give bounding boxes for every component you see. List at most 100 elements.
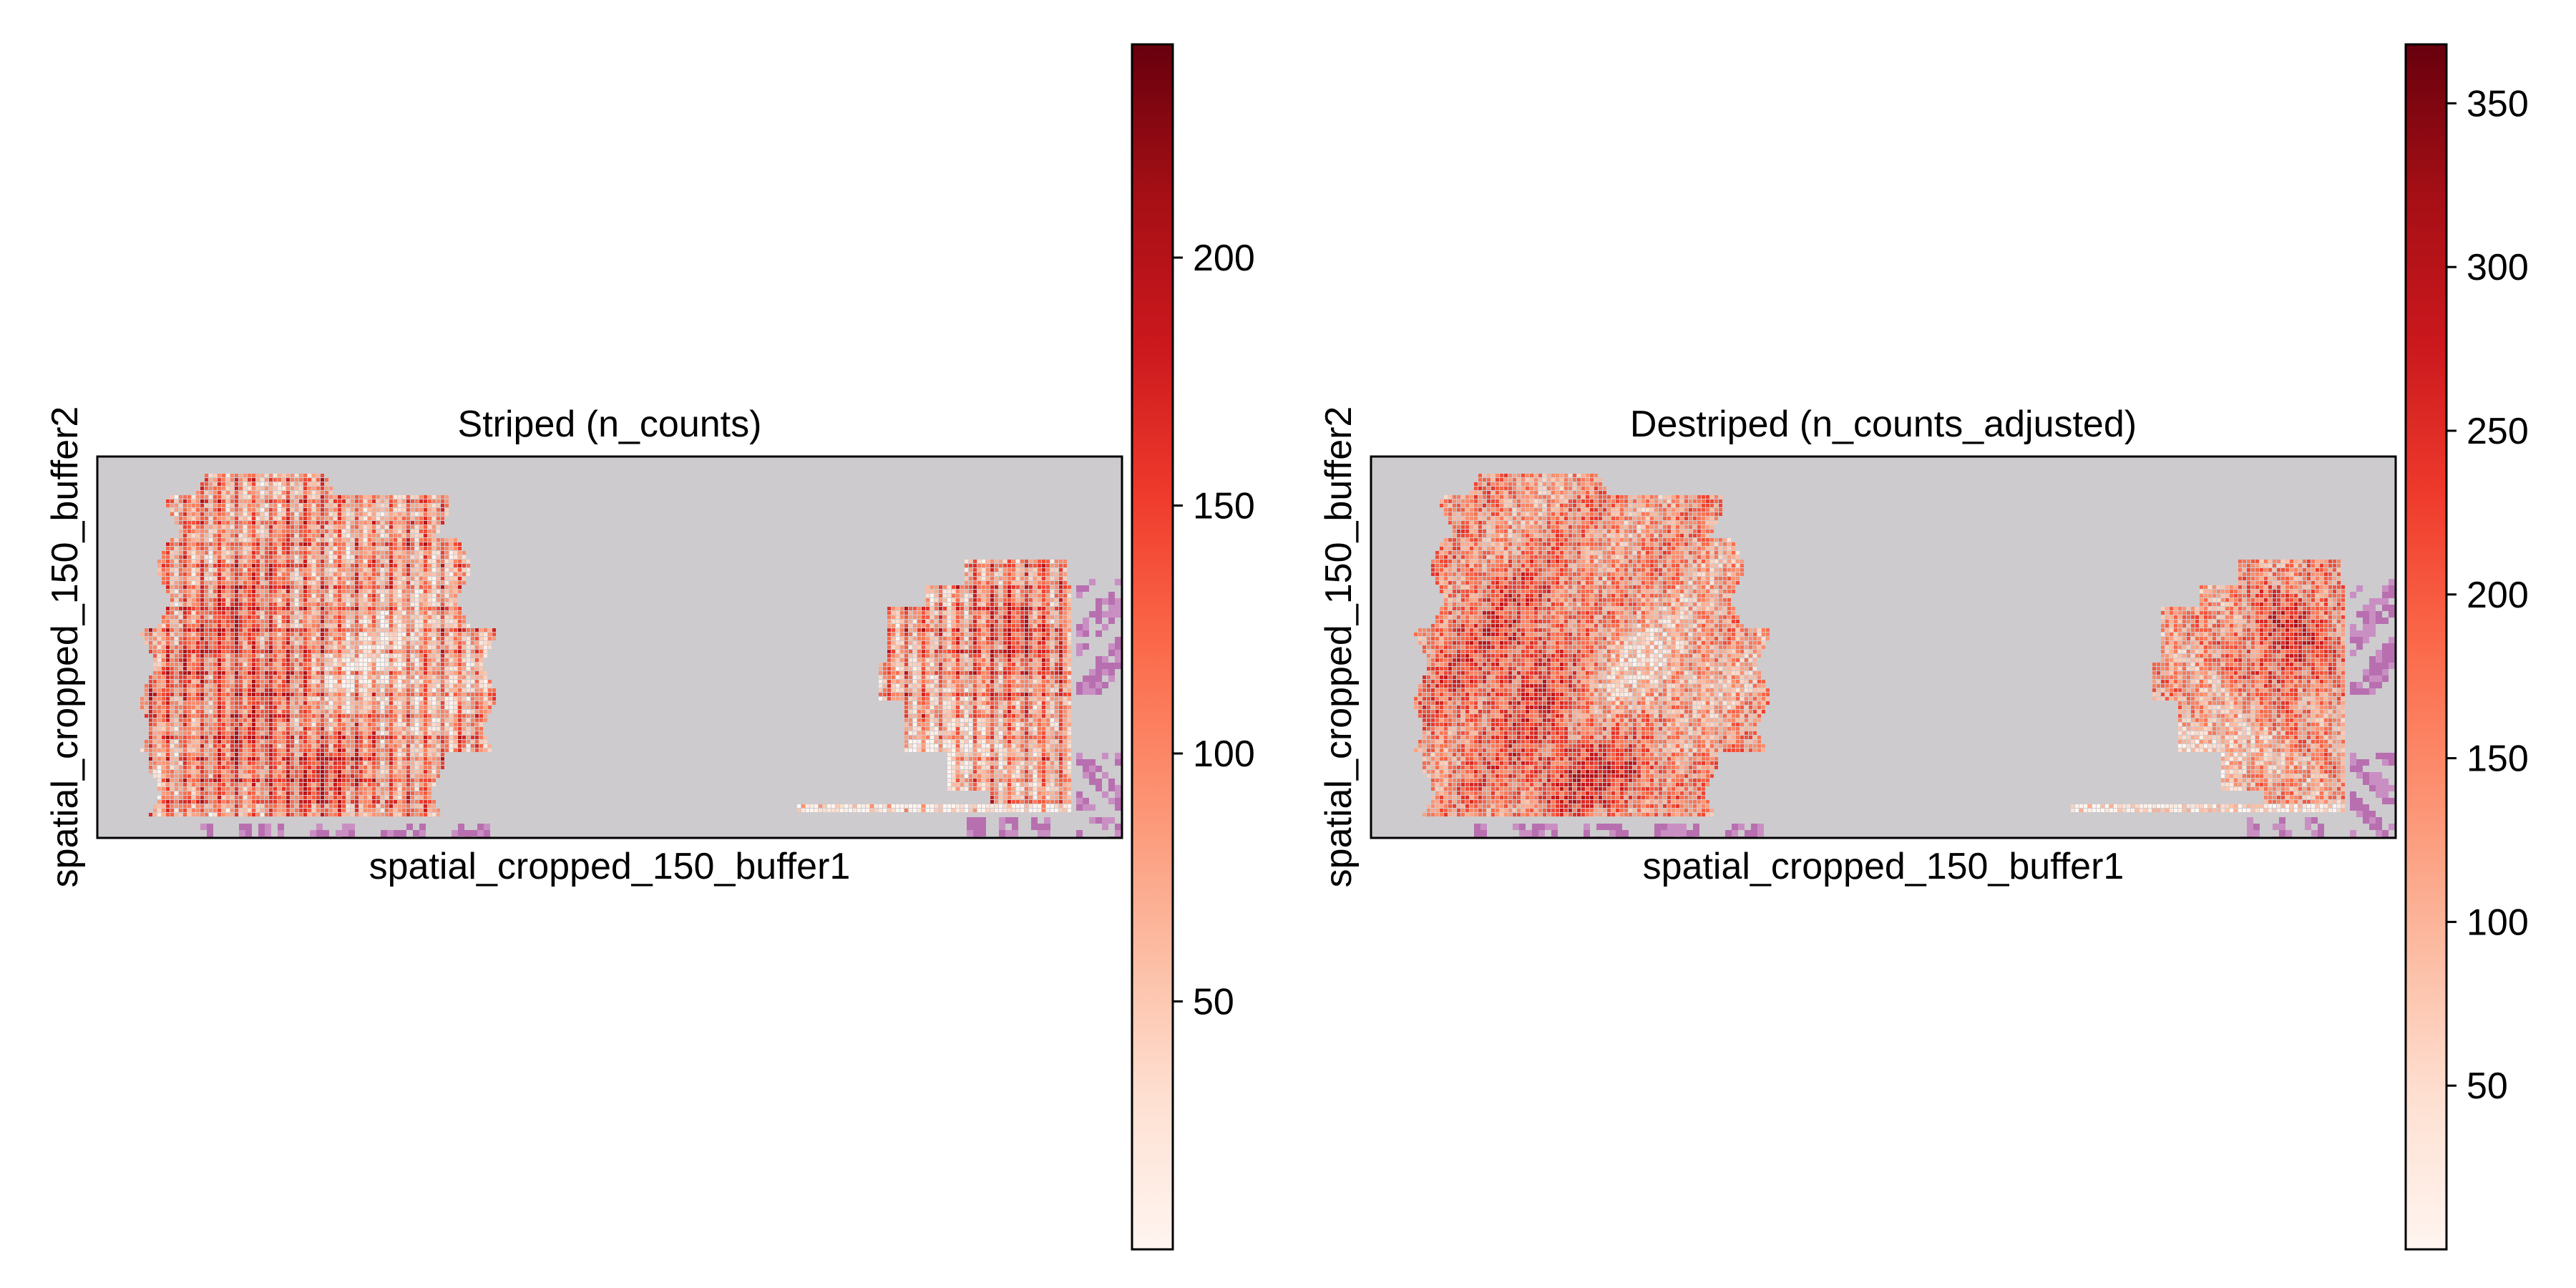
spot [892, 620, 895, 623]
spot [1020, 594, 1024, 597]
spot [913, 641, 917, 645]
spot [329, 542, 333, 546]
spot [291, 581, 294, 585]
spot [183, 628, 187, 632]
he-stain-patch [1096, 605, 1102, 611]
spot [436, 521, 440, 525]
spot [1055, 611, 1058, 615]
spot [1050, 684, 1054, 688]
spot [471, 663, 474, 666]
spot [226, 693, 230, 696]
spot [359, 675, 363, 679]
spot [239, 684, 243, 688]
spot [900, 637, 904, 640]
spot [896, 633, 899, 636]
spot [1050, 594, 1054, 597]
spot [1020, 688, 1024, 692]
spot [411, 654, 414, 658]
spot [153, 688, 157, 692]
spot [419, 572, 423, 576]
spot [218, 607, 221, 610]
spot [265, 693, 268, 696]
spot [243, 478, 247, 482]
spot [252, 538, 255, 542]
he-stain-patch [1076, 804, 1083, 811]
spot [428, 667, 431, 670]
spot [419, 633, 423, 636]
spot [308, 667, 311, 670]
spot [149, 688, 152, 692]
spot [445, 624, 449, 628]
spot [183, 594, 187, 597]
spot [1003, 560, 1007, 563]
spot [394, 598, 397, 602]
spot [321, 663, 324, 666]
spot [402, 495, 406, 499]
spot [385, 572, 389, 576]
spot [286, 547, 290, 550]
spot [342, 594, 346, 597]
spot [209, 478, 213, 482]
spot [424, 615, 427, 619]
spot [965, 560, 968, 563]
spot [956, 637, 960, 640]
spot [282, 671, 286, 675]
spot [346, 534, 350, 537]
spot [424, 551, 427, 555]
spot [1033, 572, 1037, 576]
spot [329, 650, 333, 653]
spot [917, 645, 921, 649]
spot [999, 633, 1002, 636]
spot [355, 555, 358, 559]
spot [282, 590, 286, 593]
spot [441, 572, 444, 576]
spot [376, 693, 380, 696]
spot [381, 572, 384, 576]
spot [338, 504, 341, 507]
spot [1008, 624, 1011, 628]
spot [930, 602, 934, 606]
spot [364, 688, 367, 692]
spot [183, 697, 187, 701]
spot [449, 598, 453, 602]
spot [235, 688, 238, 692]
spot [252, 615, 255, 619]
spot [415, 504, 419, 507]
spot [149, 680, 152, 683]
spot [291, 521, 294, 525]
spot [252, 667, 255, 670]
spot [960, 628, 964, 632]
spot [248, 508, 251, 512]
spot [1029, 577, 1033, 580]
spot [1016, 688, 1020, 692]
spot [445, 693, 449, 696]
spot [239, 615, 243, 619]
spot [995, 564, 998, 567]
spot [376, 684, 380, 688]
spot [1046, 684, 1050, 688]
spot [977, 624, 981, 628]
spot [372, 504, 376, 507]
spot [252, 680, 255, 683]
spot [1063, 560, 1067, 563]
he-stain-patch [1096, 611, 1102, 618]
spot [312, 487, 316, 490]
spot [196, 628, 200, 632]
spot [312, 641, 316, 645]
spot [432, 680, 436, 683]
spot [230, 633, 234, 636]
spot [316, 650, 320, 653]
spot [273, 547, 277, 550]
spot [411, 585, 414, 589]
spot [256, 487, 260, 490]
spot [192, 615, 195, 619]
spot [260, 693, 264, 696]
spot [389, 577, 393, 580]
spot [436, 585, 440, 589]
spot [432, 551, 436, 555]
spot [364, 534, 367, 537]
spot [368, 572, 371, 576]
spot [209, 693, 213, 696]
spot [269, 499, 273, 503]
spot [376, 495, 380, 499]
